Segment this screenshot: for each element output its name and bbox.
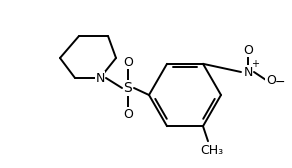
Text: O: O bbox=[123, 108, 133, 120]
Text: O: O bbox=[243, 44, 253, 56]
Text: O: O bbox=[123, 55, 133, 69]
Text: N: N bbox=[243, 66, 253, 78]
Text: CH₃: CH₃ bbox=[200, 144, 224, 157]
Text: N: N bbox=[95, 72, 105, 85]
Text: O: O bbox=[266, 74, 276, 87]
Text: +: + bbox=[251, 59, 259, 69]
Text: S: S bbox=[124, 81, 132, 95]
Text: −: − bbox=[275, 75, 285, 89]
